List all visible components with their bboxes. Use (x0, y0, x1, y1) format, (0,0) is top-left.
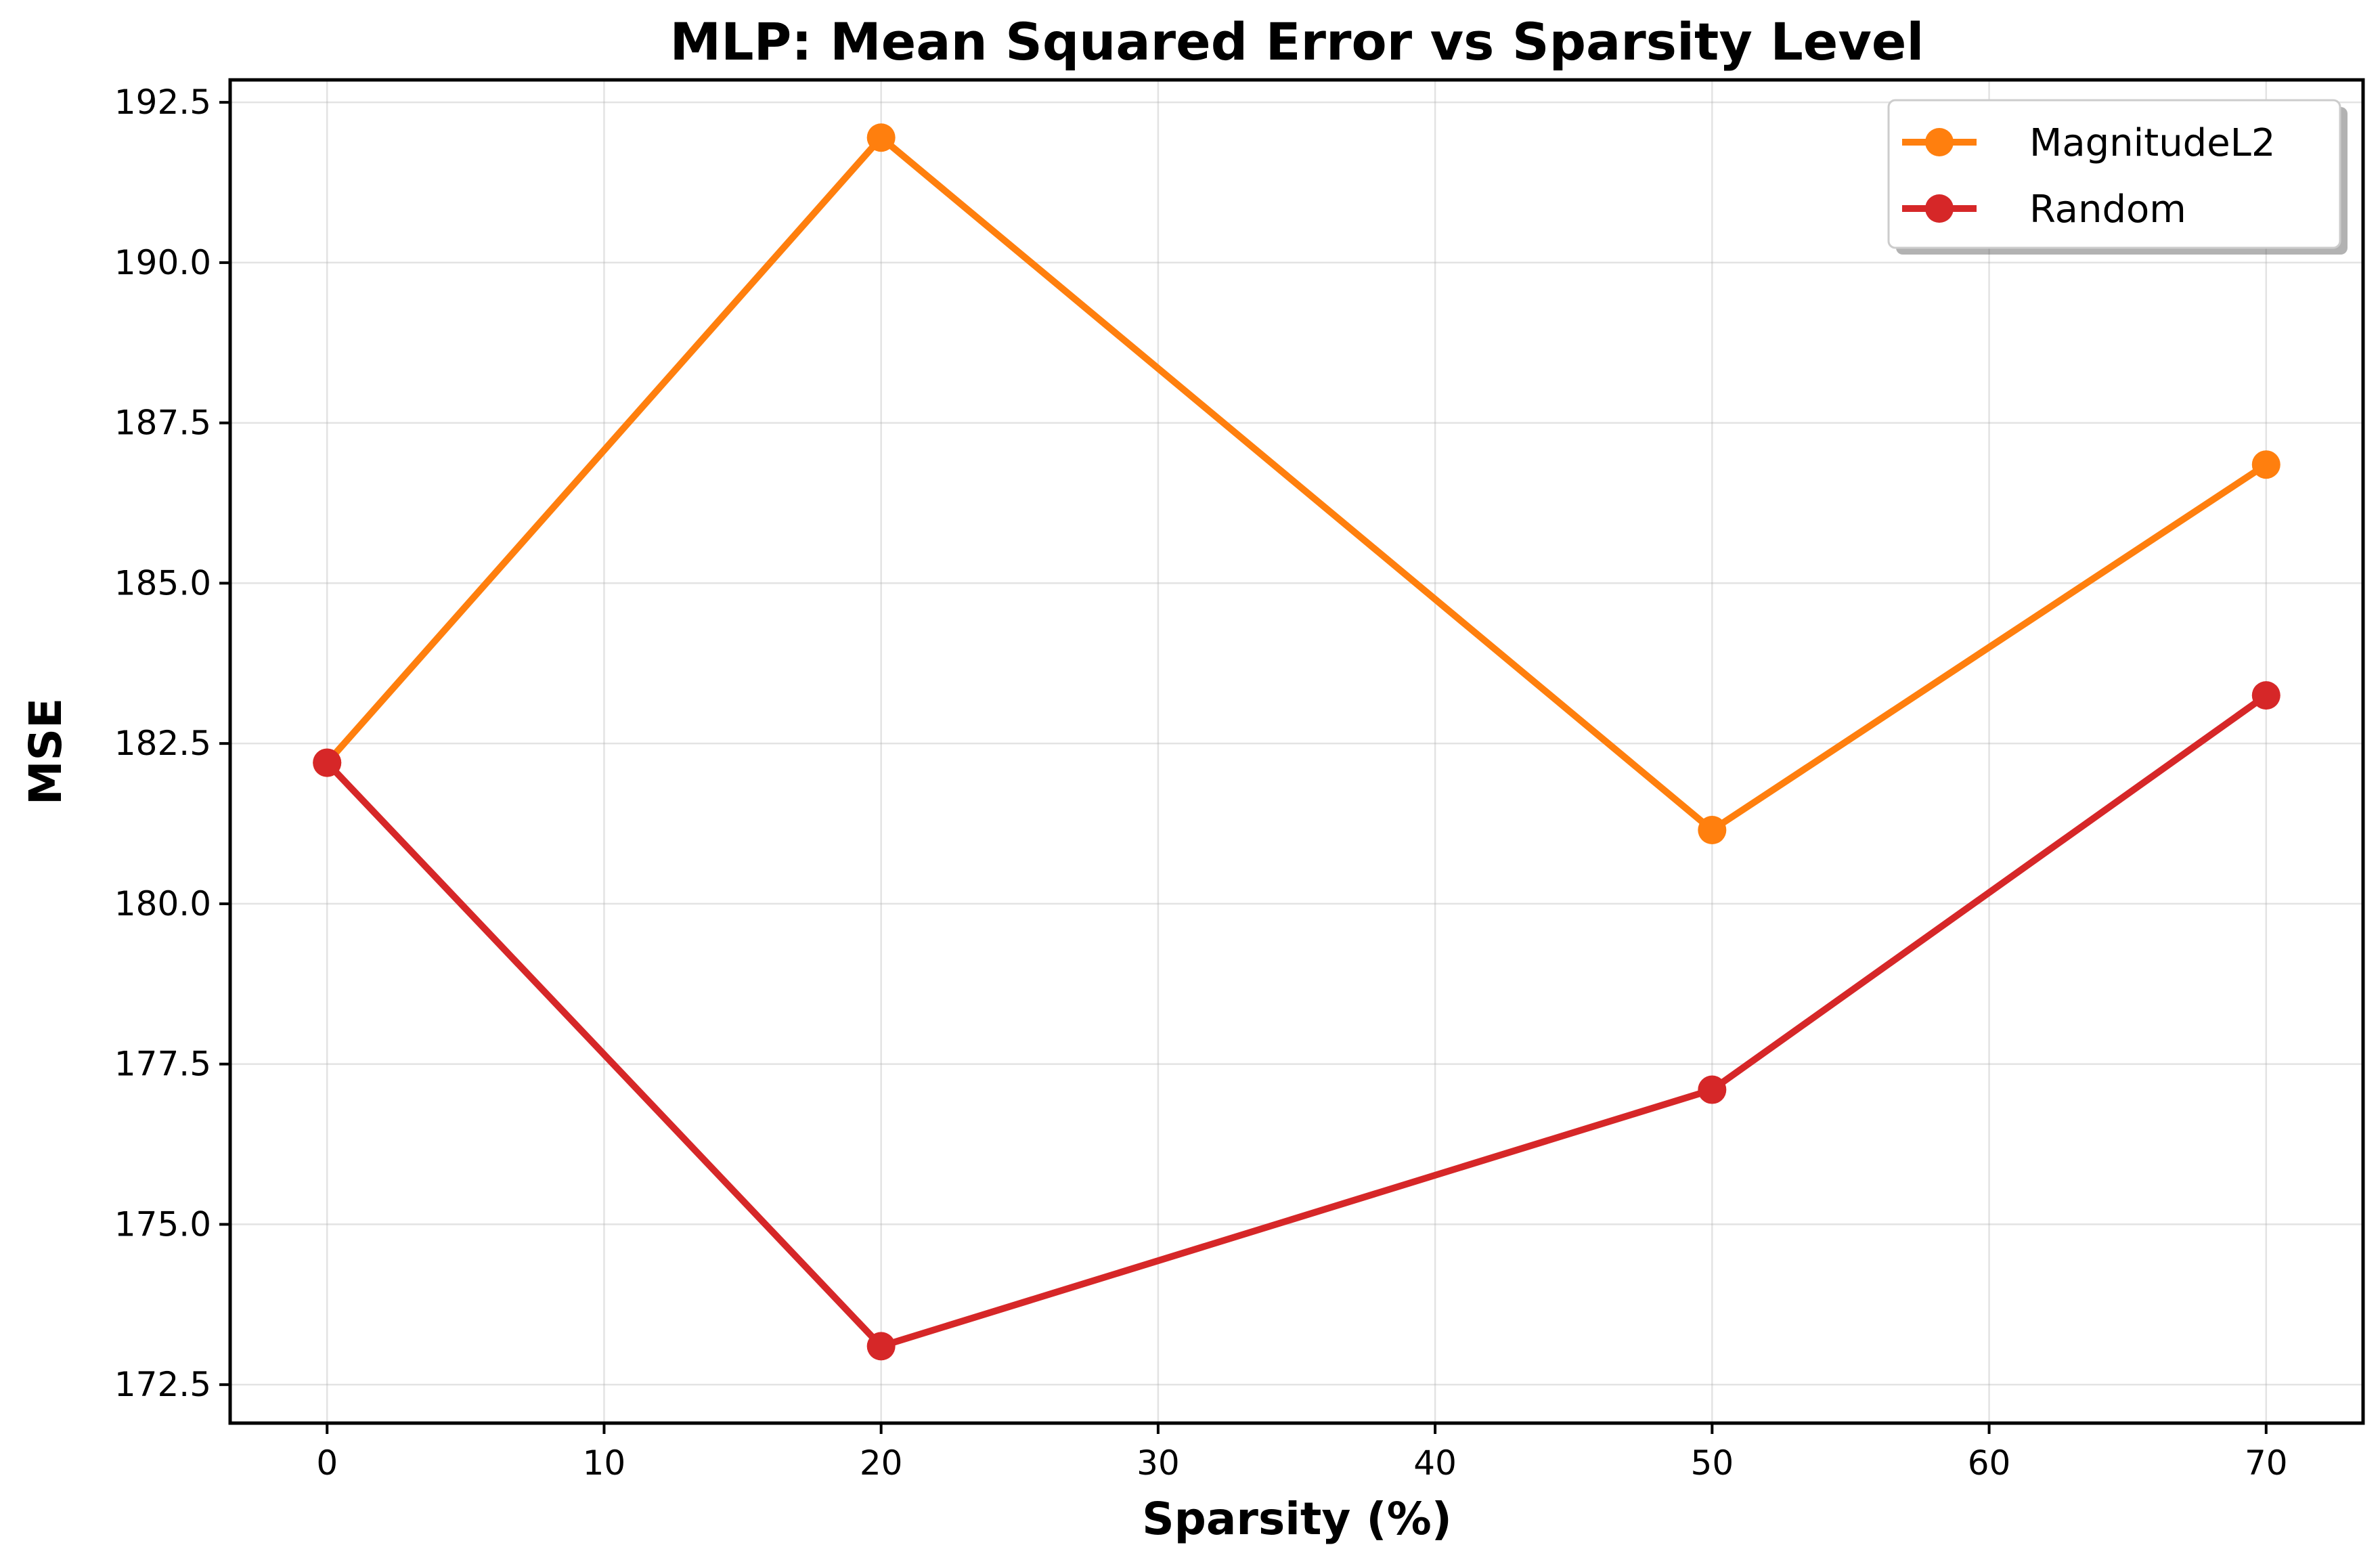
x-tick-label: 50 (1691, 1443, 1734, 1483)
legend-box (1887, 99, 2341, 249)
series-line (324, 693, 2268, 1351)
y-axis-title: MSE (20, 698, 72, 805)
y-tick-label: 177.5 (114, 1045, 211, 1084)
x-tick-label: 60 (1968, 1443, 2011, 1483)
data-point (1698, 1075, 1727, 1104)
x-tick-label: 0 (316, 1443, 338, 1483)
legend-item-random: Random (1902, 188, 2186, 232)
x-tick-label: 10 (583, 1443, 626, 1483)
x-tick-label: 20 (860, 1443, 903, 1483)
chart-title: MLP: Mean Squared Error vs Sparsity Leve… (670, 12, 1924, 72)
x-tick-label: 30 (1137, 1443, 1180, 1483)
y-tick-label: 172.5 (114, 1365, 211, 1404)
data-point (313, 748, 342, 777)
y-tick-label: 187.5 (114, 404, 211, 443)
legend-label: Random (2029, 188, 2186, 232)
legend-item-magnitudel2: MagnitudeL2 (1902, 121, 2276, 165)
y-axis: 172.5 175.0 177.5 180.0 182.5 185.0 187.5 190.0… (114, 83, 230, 1404)
y-tick-label: 182.5 (114, 724, 211, 763)
data-point (1698, 816, 1727, 845)
x-tick-label: 40 (1413, 1443, 1457, 1483)
y-tick-label: 175.0 (114, 1204, 211, 1244)
series-random (313, 681, 2280, 1361)
data-point (2251, 450, 2280, 479)
y-tick-label: 185.0 (114, 563, 211, 603)
data-point (866, 123, 896, 152)
plot-frame (228, 78, 2365, 1425)
legend-swatch-marker (1925, 128, 1954, 156)
series-layer (313, 123, 2280, 1361)
x-tick-label: 70 (2245, 1443, 2288, 1483)
data-point (866, 1332, 896, 1361)
y-tick-label: 180.0 (114, 884, 211, 923)
grid (230, 80, 2363, 1423)
legend: MagnitudeL2 Random (1887, 99, 2348, 255)
y-tick-label: 190.0 (114, 243, 211, 282)
data-point (2251, 681, 2280, 710)
series-line (324, 133, 2268, 835)
x-axis-title: Sparsity (%) (1142, 1493, 1452, 1545)
y-tick-label: 192.5 (114, 83, 211, 122)
legend-swatch-marker (1925, 194, 1954, 223)
legend-label: MagnitudeL2 (2029, 121, 2276, 165)
x-axis: 0 10 20 30 40 50 60 70 (316, 1423, 2288, 1483)
